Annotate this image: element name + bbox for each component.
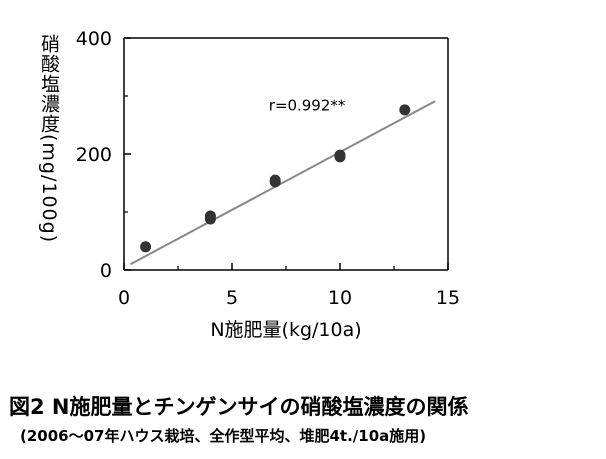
data-point bbox=[140, 241, 152, 253]
data-point bbox=[399, 104, 411, 116]
y-tick-label: 0 bbox=[100, 260, 112, 282]
data-point bbox=[204, 210, 216, 222]
trendline bbox=[130, 100, 436, 266]
scatter-chart: 0 5 10 15 0 200 400 r=0.992** N施肥量(kg/10a) bbox=[76, 28, 460, 341]
x-tick-label: 15 bbox=[436, 287, 460, 309]
figure-subcaption: (2006～07年ハウス栽培、全作型平均、堆肥4t./10a施用) bbox=[20, 427, 427, 445]
x-tick-label: 10 bbox=[328, 287, 352, 309]
data-point bbox=[334, 149, 346, 161]
data-points bbox=[140, 104, 411, 253]
figure-caption: 図2 N施肥量とチンゲンサイの硝酸塩濃度の関係 bbox=[9, 395, 469, 419]
y-tick-label: 400 bbox=[76, 28, 112, 50]
x-axis-label: N施肥量(kg/10a) bbox=[210, 319, 361, 341]
data-point bbox=[269, 174, 281, 186]
y-axis-label: 硝酸塩濃度(mg/100g) bbox=[38, 34, 60, 244]
x-tick-label: 5 bbox=[226, 287, 238, 309]
y-axis-label-wrap: 硝酸塩濃度(mg/100g) bbox=[36, 34, 64, 284]
correlation-annotation: r=0.992** bbox=[269, 97, 346, 115]
x-tick-label: 0 bbox=[118, 287, 130, 309]
x-ticks: 0 5 10 15 bbox=[118, 263, 460, 309]
y-tick-label: 200 bbox=[76, 144, 112, 166]
y-ticks: 0 200 400 bbox=[76, 28, 131, 282]
